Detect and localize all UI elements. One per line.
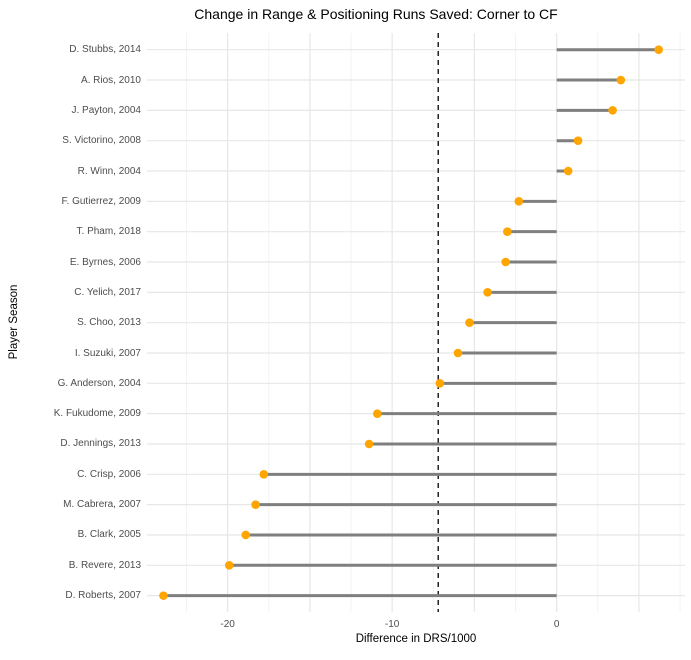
x-tick-label: -10 xyxy=(384,619,400,630)
y-tick-label: F. Gutierrez, 2009 xyxy=(61,195,141,207)
y-tick-label: D. Roberts, 2007 xyxy=(65,590,141,602)
lollipop-point xyxy=(501,257,510,267)
lollipop-point xyxy=(435,379,445,388)
lollipop-point xyxy=(563,166,573,176)
y-tick-label: S. Choo, 2013 xyxy=(77,317,141,329)
plot-panel xyxy=(147,33,685,612)
y-tick-label: R. Winn, 2004 xyxy=(77,165,141,177)
y-tick-label: B. Clark, 2005 xyxy=(77,529,141,541)
lollipop-point xyxy=(251,500,260,509)
lollipop-point xyxy=(503,227,512,236)
y-tick-label: T. Pham, 2018 xyxy=(76,226,141,238)
lollipop-point xyxy=(608,106,617,115)
y-tick-label: C. Yelich, 2017 xyxy=(74,286,141,298)
y-tick-label: S. Victorino, 2008 xyxy=(62,135,141,147)
chart-title: Change in Range & Positioning Runs Saved… xyxy=(194,6,558,22)
y-tick-label: I. Suzuki, 2007 xyxy=(74,347,141,359)
x-tick-label: 0 xyxy=(553,619,560,630)
y-tick-label: A. Rios, 2010 xyxy=(80,74,141,86)
lollipop-point xyxy=(241,530,251,540)
y-tick-label: C. Crisp, 2006 xyxy=(77,468,141,480)
lollipop-point xyxy=(465,318,474,327)
lollipop-point xyxy=(483,288,492,297)
x-tick-label: -20 xyxy=(220,619,235,630)
lollipop-point xyxy=(573,136,583,145)
y-tick-label: J. Payton, 2004 xyxy=(71,104,142,116)
lollipop-point xyxy=(514,197,524,206)
y-tick-label: E. Byrnes, 2006 xyxy=(69,256,141,268)
y-tick-label: B. Revere, 2013 xyxy=(68,559,141,571)
y-tick-label: K. Fukudome, 2009 xyxy=(53,408,141,420)
y-tick-label: D. Jennings, 2013 xyxy=(60,438,141,450)
lollipop-point xyxy=(364,439,374,449)
lollipop-point xyxy=(453,348,463,358)
lollipop-point xyxy=(259,470,269,479)
lollipop-point xyxy=(654,45,663,54)
x-axis-title: Difference in DRS/1000 xyxy=(355,633,477,645)
y-tick-label: M. Cabrera, 2007 xyxy=(63,499,141,511)
lollipop-point xyxy=(159,591,168,600)
y-tick-label: G. Anderson, 2004 xyxy=(57,377,141,389)
lollipop-point xyxy=(224,561,234,570)
y-tick-label: D. Stubbs, 2014 xyxy=(69,44,141,56)
lollipop-point xyxy=(373,409,382,418)
lollipop-point xyxy=(616,75,626,85)
